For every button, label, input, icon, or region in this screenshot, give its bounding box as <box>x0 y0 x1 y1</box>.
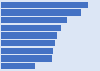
Bar <box>1 25 61 31</box>
Bar <box>1 9 82 16</box>
Bar <box>1 40 55 46</box>
Bar <box>1 17 67 23</box>
Bar <box>1 32 57 39</box>
Bar <box>1 55 52 62</box>
Bar <box>1 63 35 69</box>
Bar <box>1 48 53 54</box>
Bar <box>1 2 88 8</box>
